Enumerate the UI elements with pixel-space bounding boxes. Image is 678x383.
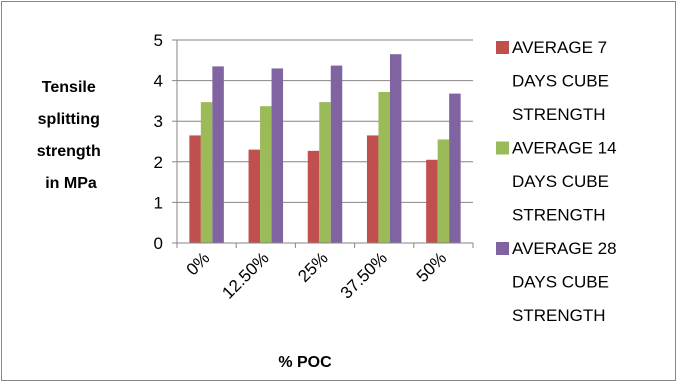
legend-label: AVERAGE 28 DAYS CUBE STRENGTH (512, 239, 617, 325)
x-tick-labels: 0% 12.50% 25% 37.50% 50% (183, 248, 451, 302)
x-tick-label: 25% (294, 248, 331, 285)
bar (330, 65, 343, 243)
legend-label-line: AVERAGE 14 (512, 139, 617, 158)
y-axis-label-line: Tensile (42, 79, 96, 96)
y-axis-label-line: splitting (38, 111, 100, 128)
legend-label-line: DAYS CUBE (512, 273, 609, 292)
legend-swatch (496, 242, 509, 255)
y-tick-labels: 0 1 2 3 4 5 (154, 31, 163, 253)
bar (449, 93, 461, 243)
bar (366, 135, 379, 243)
legend-label: AVERAGE 14 DAYS CUBE STRENGTH (512, 139, 617, 225)
bar (389, 54, 402, 244)
y-tick-label: 0 (154, 234, 163, 253)
y-axis-label: Tensile splitting strength in MPa (37, 79, 105, 192)
bar (212, 66, 224, 243)
legend-label-line: STRENGTH (512, 306, 606, 325)
bar (260, 106, 272, 243)
bar (319, 102, 331, 243)
legend-label-line: DAYS CUBE (512, 172, 609, 191)
legend-label-line: AVERAGE 28 (512, 239, 617, 258)
bar (437, 139, 450, 243)
bar (189, 135, 201, 243)
y-tick-label: 3 (154, 112, 163, 131)
bar (378, 91, 390, 243)
bar (426, 159, 438, 243)
y-axis-label-line: strength (37, 143, 101, 160)
legend-swatch (496, 141, 509, 155)
y-tick-label: 2 (154, 153, 163, 172)
y-axis-label-line: in MPa (45, 175, 97, 192)
x-tick-label: 50% (413, 248, 450, 285)
legend-label-line: STRENGTH (512, 206, 606, 225)
legend-swatch (496, 41, 509, 54)
legend-label: AVERAGE 7 DAYS CUBE STRENGTH (512, 38, 609, 124)
legend-label-line: DAYS CUBE (512, 72, 609, 91)
y-tick-label: 4 (154, 72, 163, 91)
x-tick-label: 37.50% (337, 248, 391, 302)
y-tick-label: 5 (154, 31, 163, 50)
axes (176, 40, 474, 248)
bar (200, 102, 213, 243)
y-tick-label: 1 (154, 193, 163, 212)
legend-label-line: STRENGTH (512, 105, 606, 124)
x-tick-label: 0% (183, 248, 214, 279)
x-axis-label: % POC (278, 354, 332, 371)
x-tick-label: 12.50% (218, 248, 272, 302)
bar (248, 149, 261, 243)
bar (271, 68, 284, 243)
legend: AVERAGE 7 DAYS CUBE STRENGTH AVERAGE 14 DAYS… (496, 38, 617, 325)
bars (189, 54, 461, 244)
legend-label-line: AVERAGE 7 (512, 38, 607, 57)
bar (307, 150, 320, 243)
